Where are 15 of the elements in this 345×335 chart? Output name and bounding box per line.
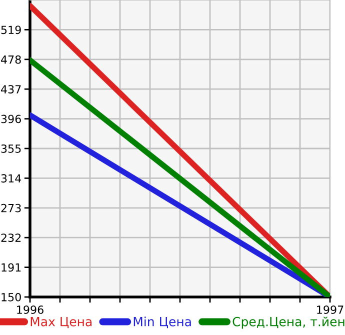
y-tick-label: 191 <box>2 263 21 272</box>
y-tick-label: 232 <box>1 234 21 242</box>
x-tick-label: 1997 <box>317 306 344 314</box>
y-tick-label: 478 <box>1 55 21 64</box>
y-tick-label: 396 <box>1 114 21 124</box>
x-tick-label: 1996 <box>17 306 44 314</box>
legend-label: Сред.Цена, т.йен <box>232 316 344 329</box>
y-tick-label: 519 <box>1 26 21 34</box>
y-tick-label: 355 <box>1 144 21 153</box>
y-tick-label: 314 <box>1 174 22 183</box>
y-tick-label: 273 <box>1 204 21 212</box>
y-tick-label: 437 <box>1 85 21 94</box>
legend-label: Max Цена <box>30 317 92 328</box>
y-tick-label: 150 <box>2 292 21 302</box>
legend-label: Min Цена <box>134 316 191 328</box>
